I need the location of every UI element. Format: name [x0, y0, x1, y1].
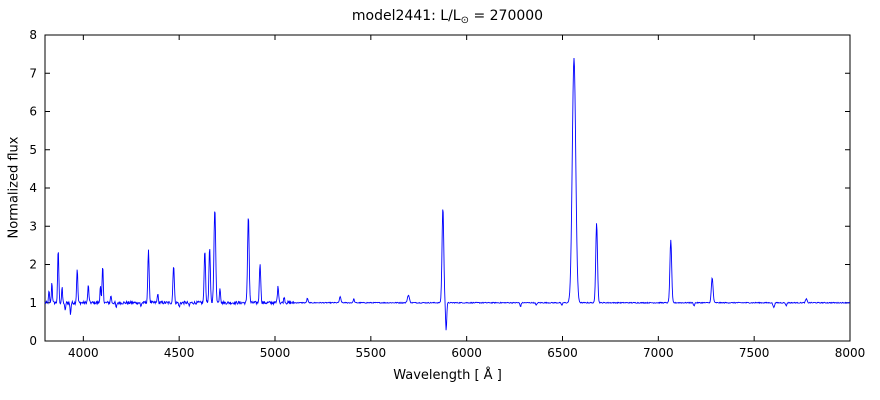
x-tick-label: 6000 — [451, 346, 482, 360]
y-tick-label: 6 — [29, 105, 37, 119]
spectrum-line — [44, 57, 851, 331]
y-tick-label: 5 — [29, 143, 37, 157]
y-tick-label: 2 — [29, 258, 37, 272]
chart-title: model2441: L/L⊙ = 270000 — [45, 8, 850, 26]
y-tick-label: 7 — [29, 66, 37, 80]
x-axis-label: Wavelength [ Å ] — [393, 368, 502, 383]
x-tick-label: 7500 — [739, 346, 770, 360]
x-tick-label: 6500 — [547, 346, 578, 360]
y-tick-label: 4 — [29, 181, 37, 195]
y-axis-label: Normalized flux — [6, 136, 22, 239]
y-tick-label: 1 — [29, 296, 37, 310]
axis-ticks: 4000 4500 5000 5500 6000 6500 7000 7500 8000 0 1 2 3… — [29, 28, 865, 360]
x-tick-label: 8000 — [835, 346, 866, 360]
title-text: model2441: L/L — [351, 8, 461, 24]
x-tick-label: 7000 — [643, 346, 674, 360]
x-tick-label: 4500 — [164, 346, 195, 360]
axes-frame — [44, 34, 851, 342]
y-tick-label: 3 — [29, 219, 37, 233]
sun-symbol: ⊙ — [460, 15, 470, 26]
title-value: = 270000 — [469, 8, 544, 24]
y-tick-label: 8 — [29, 28, 37, 42]
y-tick-label: 0 — [29, 334, 37, 348]
x-tick-label: 5500 — [356, 346, 387, 360]
x-tick-label: 5000 — [260, 346, 291, 360]
x-tick-label: 4000 — [68, 346, 99, 360]
